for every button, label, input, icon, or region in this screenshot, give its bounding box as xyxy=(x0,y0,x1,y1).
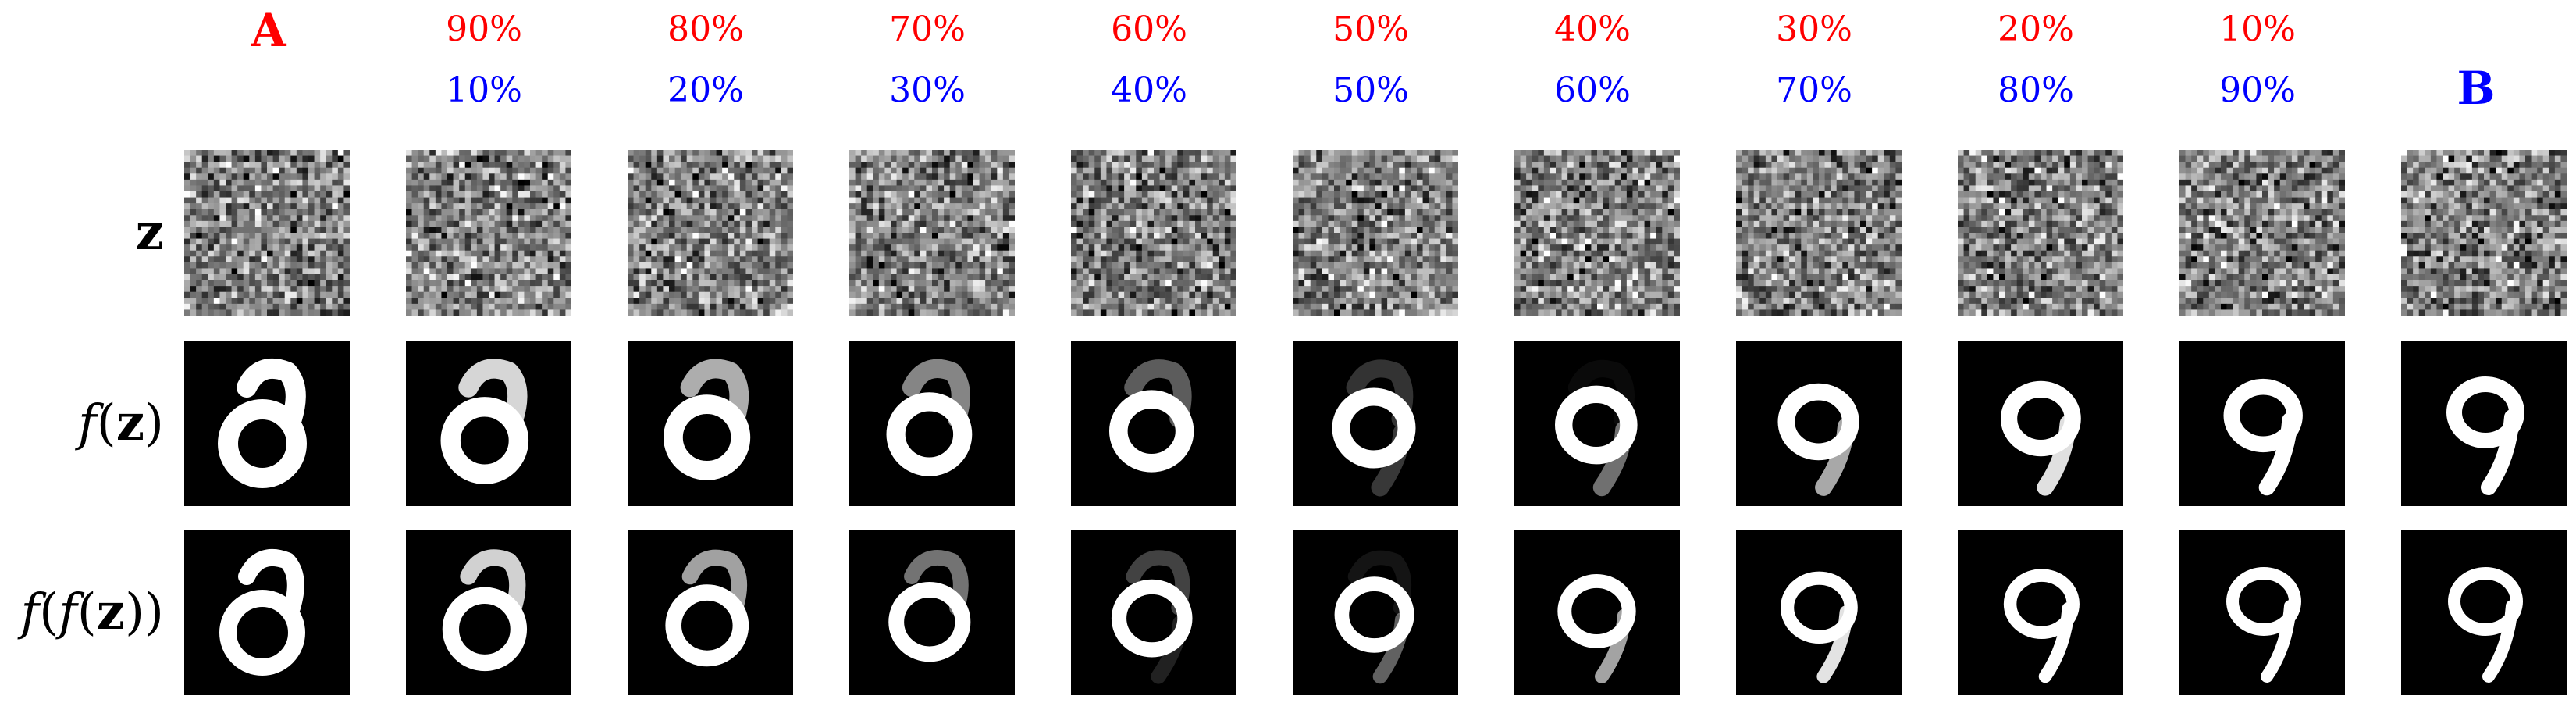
twice-decoded-digit-image xyxy=(628,530,793,695)
twice-decoded-digit-image xyxy=(406,530,571,695)
noise-image xyxy=(406,150,571,316)
var-z: z xyxy=(116,394,145,452)
paren-close: )) xyxy=(125,583,164,641)
twice-decoded-digit-image xyxy=(1514,530,1680,695)
decoded-digit-image xyxy=(628,341,793,506)
noise-image xyxy=(1293,150,1458,316)
paren-open: ( xyxy=(96,394,116,452)
decoded-digit-image xyxy=(2401,341,2567,506)
twice-decoded-digit-image xyxy=(1958,530,2123,695)
mix-a-label: 60% xyxy=(1111,9,1187,49)
noise-image xyxy=(2179,150,2345,316)
paren-open: ( xyxy=(39,583,59,641)
fn-f: f xyxy=(20,583,40,641)
twice-decoded-digit-image xyxy=(2401,530,2567,695)
fn-f: f xyxy=(78,394,97,452)
noise-image xyxy=(1958,150,2123,316)
twice-decoded-digit-image xyxy=(849,530,1015,695)
twice-decoded-digit-image xyxy=(1736,530,1902,695)
mix-b-label: 40% xyxy=(1111,70,1187,110)
row-label-z: z xyxy=(0,202,164,264)
decoded-digit-image xyxy=(1293,341,1458,506)
noise-image xyxy=(1736,150,1902,316)
endpoint-label-b: B xyxy=(2457,62,2496,115)
twice-decoded-digit-image xyxy=(184,530,350,695)
fn-f-inner: f xyxy=(59,583,77,641)
decoded-digit-image xyxy=(1958,341,2123,506)
var-z: z xyxy=(96,583,126,641)
decoded-digit-image xyxy=(184,341,350,506)
decoded-digit-image xyxy=(406,341,571,506)
paren-close: ) xyxy=(144,394,164,452)
mix-b-label: 10% xyxy=(446,70,522,110)
twice-decoded-digit-image xyxy=(2179,530,2345,695)
mix-b-label: 90% xyxy=(2219,70,2296,110)
noise-image xyxy=(849,150,1015,316)
mix-a-label: 90% xyxy=(446,9,522,49)
mix-a-label: 70% xyxy=(889,9,966,49)
mix-b-label: 50% xyxy=(1332,70,1409,110)
mix-b-label: 80% xyxy=(1998,70,2074,110)
noise-image xyxy=(628,150,793,316)
mix-a-label: 50% xyxy=(1332,9,1409,49)
mix-b-label: 30% xyxy=(889,70,966,110)
row-label-ffz: f(f(z)) xyxy=(0,581,164,644)
decoded-digit-image xyxy=(1514,341,1680,506)
twice-decoded-digit-image xyxy=(1293,530,1458,695)
mix-a-label: 20% xyxy=(1998,9,2074,49)
decoded-digit-image xyxy=(2179,341,2345,506)
row-label-fz: f(z) xyxy=(0,392,164,455)
mix-b-label: 70% xyxy=(1776,70,1852,110)
mix-a-label: 10% xyxy=(2219,9,2296,49)
noise-image xyxy=(2401,150,2567,316)
paren-open-inner: ( xyxy=(76,583,97,641)
mix-a-label: 40% xyxy=(1554,9,1631,49)
decoded-digit-image xyxy=(1071,341,1236,506)
mix-b-label: 20% xyxy=(667,70,744,110)
mix-b-label: 60% xyxy=(1554,70,1631,110)
decoded-digit-image xyxy=(1736,341,1902,506)
noise-image xyxy=(1514,150,1680,316)
var-z: z xyxy=(135,203,164,262)
mix-a-label: 30% xyxy=(1776,9,1852,49)
noise-image xyxy=(1071,150,1236,316)
mix-a-label: 80% xyxy=(667,9,744,49)
endpoint-label-a: A xyxy=(251,4,286,57)
twice-decoded-digit-image xyxy=(1071,530,1236,695)
decoded-digit-image xyxy=(849,341,1015,506)
noise-image xyxy=(184,150,350,316)
